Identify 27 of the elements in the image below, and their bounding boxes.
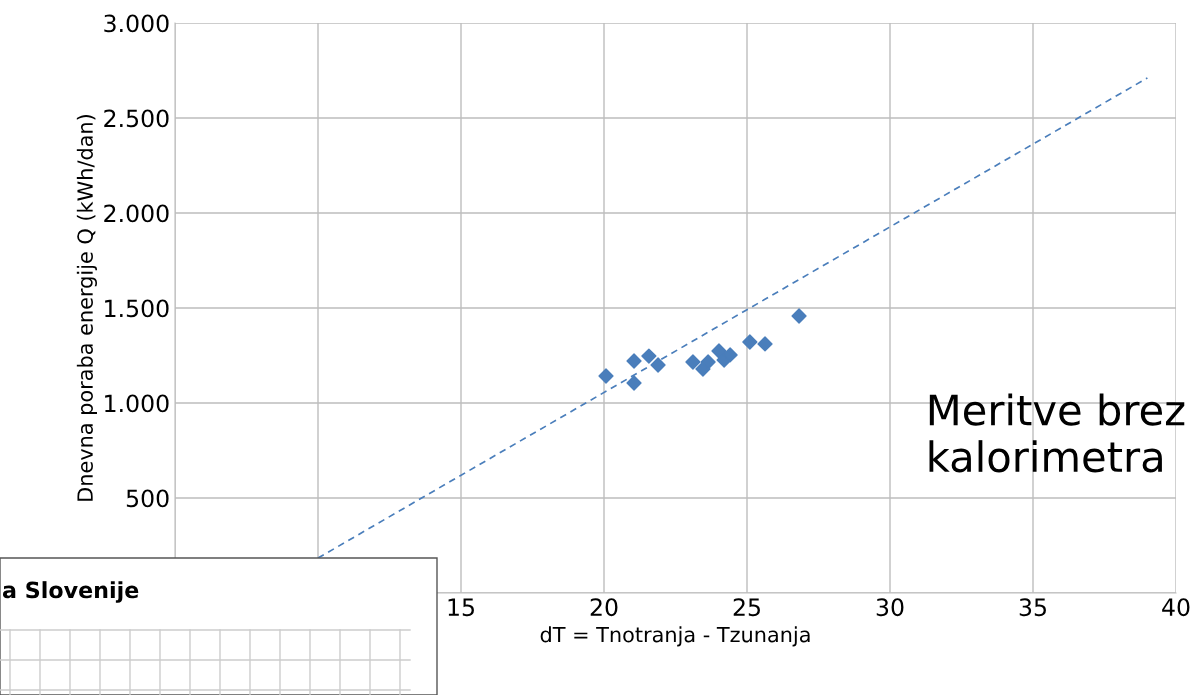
- x-tick-label: 20: [590, 598, 618, 617]
- x-axis-title: dT = Tnotranja - Tzunanja: [540, 626, 810, 647]
- annotation: Meritve brez kalorimetra: [929, 393, 1185, 473]
- point: [742, 334, 758, 350]
- x-tick-label: 35: [1019, 598, 1046, 617]
- text: a Slovenije: [2, 581, 139, 603]
- point: [626, 353, 642, 369]
- point: [791, 308, 807, 324]
- point: [598, 368, 614, 384]
- y-tick-label: 2.000: [104, 204, 169, 223]
- point: [626, 375, 642, 391]
- x-tick-label: 30: [876, 598, 904, 617]
- y-tick-label: 500: [126, 489, 169, 508]
- y-tick-label: 3.000: [104, 14, 169, 33]
- point: [711, 343, 727, 359]
- y-tick-label: 1.000: [105, 394, 169, 413]
- y-tick-label: 1.500: [105, 299, 169, 318]
- point: [700, 354, 716, 370]
- point: [757, 336, 773, 352]
- x-tick-label: 25: [733, 598, 760, 617]
- y-axis-title: Dnevna poraba energije Q (kWh/dan): [76, 115, 97, 501]
- x-tick-label: 40: [1162, 598, 1190, 617]
- x-tick-label: 15: [448, 598, 474, 617]
- point: [650, 357, 666, 373]
- y-tick-label: 2.500: [104, 109, 169, 128]
- point: [641, 348, 657, 364]
- point: [685, 354, 701, 370]
